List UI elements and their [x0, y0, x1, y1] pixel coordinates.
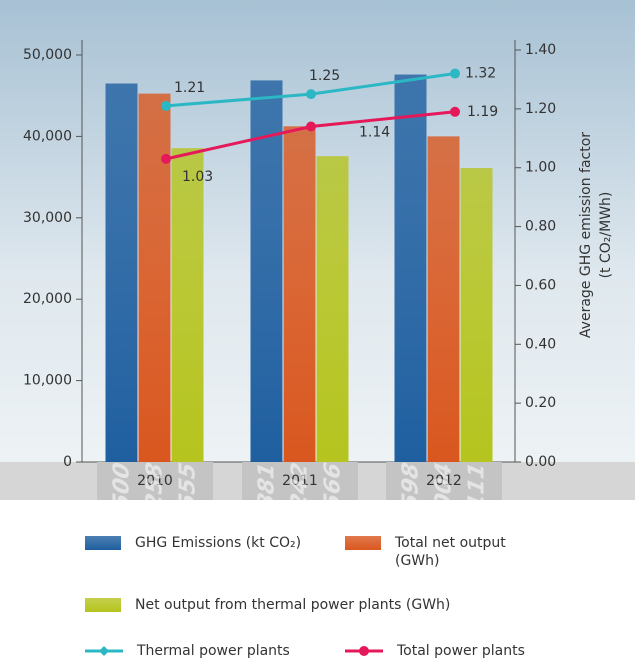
category-band [386, 462, 502, 500]
line-value-label: 1.14 [359, 125, 390, 141]
y2-axis-title: (t CO₂/MWh) [598, 192, 614, 279]
y2-tick-label: 1.00 [525, 160, 556, 176]
bar-value-label: 46,881 [254, 460, 280, 551]
y-tick-label: 0 [63, 454, 72, 470]
legend-label: GHG Emissions (kt CO₂) [135, 535, 302, 551]
y2-tick-label: 0.00 [525, 454, 556, 470]
legend-swatch [345, 536, 381, 550]
point [450, 106, 460, 117]
legend-swatch [85, 598, 121, 612]
line-value-label: 1.21 [174, 80, 205, 96]
legend-marker [359, 646, 369, 656]
bar [427, 136, 460, 463]
legend-marker [99, 646, 109, 656]
y-tick-label: 20,000 [23, 291, 72, 307]
category-band [97, 462, 213, 500]
point [161, 100, 171, 111]
point [450, 68, 460, 79]
legend-label: Total power plants [397, 643, 525, 659]
bar [171, 148, 204, 462]
legend-label: Thermal power plants [137, 643, 290, 659]
line-value-label: 1.25 [309, 68, 340, 84]
bar-value-label: 45,258 [142, 460, 168, 551]
bar-value-label: 38,555 [175, 460, 201, 550]
bar-value-label: 41,242 [287, 460, 313, 551]
y2-tick-label: 0.60 [525, 277, 556, 293]
y2-tick-label: 0.80 [525, 219, 556, 235]
y-tick-label: 50,000 [23, 47, 72, 63]
bar [316, 156, 349, 462]
bar [460, 168, 493, 462]
x-tick-label: 2012 [426, 473, 462, 489]
y2-tick-label: 1.40 [525, 42, 556, 58]
y-tick-label: 10,000 [23, 373, 72, 389]
point [306, 89, 316, 100]
bar [138, 93, 171, 462]
bar-value-label: 47,598 [398, 460, 424, 551]
bar-value-label: 40,004 [431, 460, 457, 551]
bar [250, 80, 283, 462]
line-value-label: 1.03 [182, 169, 213, 185]
line-value-label: 1.19 [467, 104, 498, 120]
category-band [242, 462, 358, 500]
point [161, 153, 171, 164]
y-tick-label: 30,000 [23, 210, 72, 226]
legend-label: Net output from thermal power plants (GW… [135, 597, 451, 613]
bar [105, 83, 138, 463]
legend-swatch [85, 536, 121, 550]
x-tick-label: 2010 [137, 473, 173, 489]
bar [283, 126, 316, 462]
y-tick-label: 40,000 [23, 128, 72, 144]
y2-tick-label: 0.40 [525, 336, 556, 352]
line-value-label: 1.32 [465, 66, 496, 82]
x-tick-label: 2011 [282, 473, 318, 489]
bar-value-label: 36,111 [464, 460, 490, 550]
bar-value-label: 37,566 [320, 460, 346, 550]
point [306, 121, 316, 132]
y2-tick-label: 1.20 [525, 101, 556, 117]
y2-axis-title: Average GHG emission factor [578, 132, 594, 338]
legend-label: Total net output (GWh) [395, 535, 506, 569]
y2-tick-label: 0.20 [525, 395, 556, 411]
bar [394, 74, 427, 462]
